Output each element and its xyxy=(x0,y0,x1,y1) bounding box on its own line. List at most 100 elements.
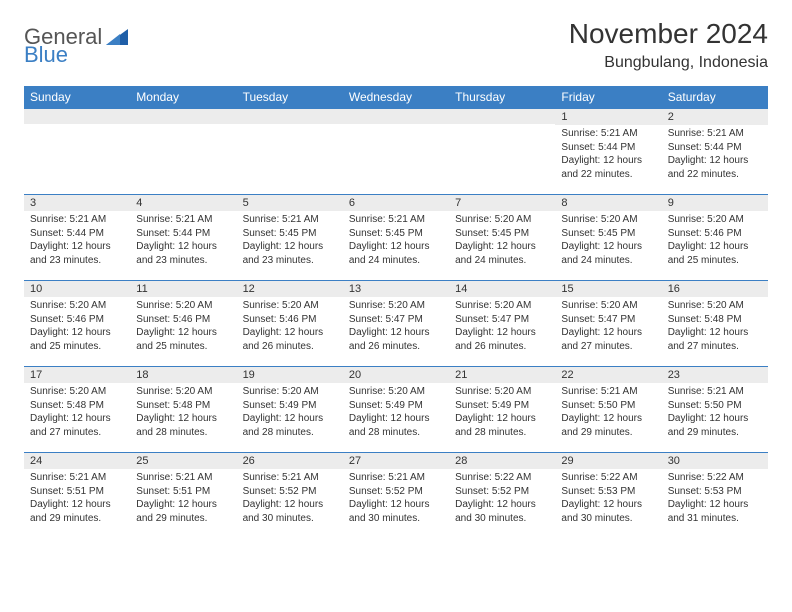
daylight-text: Daylight: 12 hours and 29 minutes. xyxy=(30,498,124,525)
calendar-cell: 30Sunrise: 5:22 AMSunset: 5:53 PMDayligh… xyxy=(662,452,768,538)
daylight-text: Daylight: 12 hours and 28 minutes. xyxy=(243,412,337,439)
day-content: Sunrise: 5:21 AMSunset: 5:45 PMDaylight:… xyxy=(237,211,343,271)
day-content: Sunrise: 5:20 AMSunset: 5:47 PMDaylight:… xyxy=(555,297,661,357)
calendar-cell: 17Sunrise: 5:20 AMSunset: 5:48 PMDayligh… xyxy=(24,366,130,452)
day-number: 19 xyxy=(237,366,343,383)
sunset-text: Sunset: 5:52 PM xyxy=(349,485,443,499)
sunrise-text: Sunrise: 5:20 AM xyxy=(668,299,762,313)
sunset-text: Sunset: 5:44 PM xyxy=(668,141,762,155)
sunrise-text: Sunrise: 5:20 AM xyxy=(455,299,549,313)
day-number: 22 xyxy=(555,366,661,383)
sunset-text: Sunset: 5:50 PM xyxy=(561,399,655,413)
day-content: Sunrise: 5:21 AMSunset: 5:50 PMDaylight:… xyxy=(662,383,768,443)
sunrise-text: Sunrise: 5:21 AM xyxy=(136,471,230,485)
sunrise-text: Sunrise: 5:20 AM xyxy=(243,299,337,313)
day-number: 7 xyxy=(449,194,555,211)
sunset-text: Sunset: 5:46 PM xyxy=(243,313,337,327)
sunset-text: Sunset: 5:46 PM xyxy=(136,313,230,327)
day-number: 2 xyxy=(662,108,768,125)
sunset-text: Sunset: 5:45 PM xyxy=(561,227,655,241)
weekday-header: Sunday xyxy=(24,86,130,108)
daylight-text: Daylight: 12 hours and 27 minutes. xyxy=(561,326,655,353)
daylight-text: Daylight: 12 hours and 26 minutes. xyxy=(349,326,443,353)
sunset-text: Sunset: 5:52 PM xyxy=(243,485,337,499)
sunset-text: Sunset: 5:44 PM xyxy=(30,227,124,241)
weekday-header: Wednesday xyxy=(343,86,449,108)
day-number: 26 xyxy=(237,452,343,469)
day-content: Sunrise: 5:20 AMSunset: 5:46 PMDaylight:… xyxy=(237,297,343,357)
calendar-week-row: 1Sunrise: 5:21 AMSunset: 5:44 PMDaylight… xyxy=(24,108,768,194)
sunset-text: Sunset: 5:47 PM xyxy=(455,313,549,327)
sunrise-text: Sunrise: 5:21 AM xyxy=(30,471,124,485)
day-content: Sunrise: 5:22 AMSunset: 5:53 PMDaylight:… xyxy=(662,469,768,529)
daylight-text: Daylight: 12 hours and 29 minutes. xyxy=(561,412,655,439)
page-subtitle: Bungbulang, Indonesia xyxy=(569,54,768,72)
sunset-text: Sunset: 5:51 PM xyxy=(136,485,230,499)
sunrise-text: Sunrise: 5:20 AM xyxy=(30,385,124,399)
sunset-text: Sunset: 5:46 PM xyxy=(668,227,762,241)
sunrise-text: Sunrise: 5:20 AM xyxy=(455,385,549,399)
daylight-text: Daylight: 12 hours and 23 minutes. xyxy=(243,240,337,267)
sunset-text: Sunset: 5:52 PM xyxy=(455,485,549,499)
day-content: Sunrise: 5:20 AMSunset: 5:48 PMDaylight:… xyxy=(130,383,236,443)
sunrise-text: Sunrise: 5:20 AM xyxy=(455,213,549,227)
day-number: 10 xyxy=(24,280,130,297)
sunrise-text: Sunrise: 5:20 AM xyxy=(668,213,762,227)
weekday-header: Saturday xyxy=(662,86,768,108)
calendar-cell: 27Sunrise: 5:21 AMSunset: 5:52 PMDayligh… xyxy=(343,452,449,538)
sunrise-text: Sunrise: 5:20 AM xyxy=(136,385,230,399)
daylight-text: Daylight: 12 hours and 31 minutes. xyxy=(668,498,762,525)
day-content: Sunrise: 5:20 AMSunset: 5:49 PMDaylight:… xyxy=(343,383,449,443)
sunset-text: Sunset: 5:44 PM xyxy=(561,141,655,155)
day-content: Sunrise: 5:20 AMSunset: 5:46 PMDaylight:… xyxy=(662,211,768,271)
calendar-cell: 23Sunrise: 5:21 AMSunset: 5:50 PMDayligh… xyxy=(662,366,768,452)
calendar-cell xyxy=(343,108,449,194)
calendar-cell: 29Sunrise: 5:22 AMSunset: 5:53 PMDayligh… xyxy=(555,452,661,538)
daylight-text: Daylight: 12 hours and 22 minutes. xyxy=(561,154,655,181)
daylight-text: Daylight: 12 hours and 29 minutes. xyxy=(136,498,230,525)
sunrise-text: Sunrise: 5:21 AM xyxy=(561,385,655,399)
day-number: 9 xyxy=(662,194,768,211)
day-content: Sunrise: 5:20 AMSunset: 5:47 PMDaylight:… xyxy=(449,297,555,357)
day-number: 3 xyxy=(24,194,130,211)
day-number: 24 xyxy=(24,452,130,469)
sunrise-text: Sunrise: 5:21 AM xyxy=(561,127,655,141)
daylight-text: Daylight: 12 hours and 24 minutes. xyxy=(561,240,655,267)
sunset-text: Sunset: 5:44 PM xyxy=(136,227,230,241)
empty-day xyxy=(343,108,449,124)
title-block: November 2024 Bungbulang, Indonesia xyxy=(569,18,768,72)
daylight-text: Daylight: 12 hours and 27 minutes. xyxy=(668,326,762,353)
calendar-cell: 20Sunrise: 5:20 AMSunset: 5:49 PMDayligh… xyxy=(343,366,449,452)
sunrise-text: Sunrise: 5:22 AM xyxy=(561,471,655,485)
calendar-cell: 2Sunrise: 5:21 AMSunset: 5:44 PMDaylight… xyxy=(662,108,768,194)
calendar-cell: 5Sunrise: 5:21 AMSunset: 5:45 PMDaylight… xyxy=(237,194,343,280)
calendar-cell: 16Sunrise: 5:20 AMSunset: 5:48 PMDayligh… xyxy=(662,280,768,366)
sunset-text: Sunset: 5:53 PM xyxy=(561,485,655,499)
sunset-text: Sunset: 5:45 PM xyxy=(349,227,443,241)
weekday-header-row: Sunday Monday Tuesday Wednesday Thursday… xyxy=(24,86,768,108)
calendar-cell xyxy=(130,108,236,194)
day-number: 29 xyxy=(555,452,661,469)
sunrise-text: Sunrise: 5:21 AM xyxy=(243,471,337,485)
sunset-text: Sunset: 5:50 PM xyxy=(668,399,762,413)
sunrise-text: Sunrise: 5:21 AM xyxy=(136,213,230,227)
calendar-cell: 14Sunrise: 5:20 AMSunset: 5:47 PMDayligh… xyxy=(449,280,555,366)
calendar-cell: 9Sunrise: 5:20 AMSunset: 5:46 PMDaylight… xyxy=(662,194,768,280)
calendar-cell: 18Sunrise: 5:20 AMSunset: 5:48 PMDayligh… xyxy=(130,366,236,452)
logo-triangle-icon xyxy=(106,29,128,45)
logo-line2: Blue xyxy=(24,42,68,68)
daylight-text: Daylight: 12 hours and 23 minutes. xyxy=(136,240,230,267)
day-number: 20 xyxy=(343,366,449,383)
day-number: 13 xyxy=(343,280,449,297)
page-title: November 2024 xyxy=(569,18,768,50)
day-number: 21 xyxy=(449,366,555,383)
sunrise-text: Sunrise: 5:21 AM xyxy=(349,471,443,485)
calendar-cell: 10Sunrise: 5:20 AMSunset: 5:46 PMDayligh… xyxy=(24,280,130,366)
day-number: 27 xyxy=(343,452,449,469)
day-content: Sunrise: 5:20 AMSunset: 5:45 PMDaylight:… xyxy=(449,211,555,271)
daylight-text: Daylight: 12 hours and 24 minutes. xyxy=(455,240,549,267)
sunset-text: Sunset: 5:48 PM xyxy=(668,313,762,327)
calendar-cell: 4 Sunrise: 5:21 AMSunset: 5:44 PMDaylight… xyxy=(130,194,236,280)
day-number: 4 xyxy=(130,194,236,211)
day-number: 12 xyxy=(237,280,343,297)
